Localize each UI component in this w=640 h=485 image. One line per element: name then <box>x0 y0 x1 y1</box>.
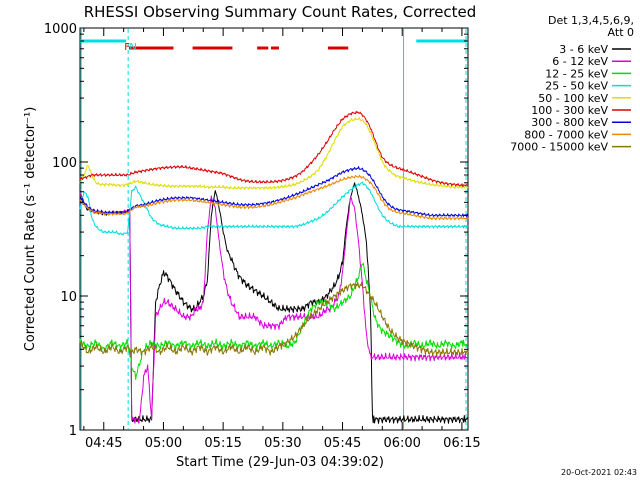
series-line-12-25-kev <box>79 262 469 380</box>
y-axis-label: Corrected Count Rate (s⁻¹ detector⁻¹) <box>23 107 38 352</box>
x-axis-ticks: 04:45 05:00 05:15 05:30 05:45 06:00 06:15 <box>83 28 481 451</box>
legend-header-detectors: Det 1,3,4,5,6,9, <box>548 14 634 27</box>
x-tick-label: 05:30 <box>264 436 301 451</box>
x-tick-label: 05:45 <box>324 436 361 451</box>
y-tick-label: 1000 <box>44 22 77 37</box>
flag-label-n: N <box>129 42 136 53</box>
x-tick-label: 06:15 <box>443 436 480 451</box>
vertical-marker-lines <box>80 29 467 429</box>
plot-area-frame <box>79 27 469 431</box>
legend-label-25-50-kev: 25 - 50 keV <box>545 80 608 93</box>
series-line-50-100-kev <box>79 117 469 190</box>
flag-label-f: F <box>124 42 130 53</box>
y-tick-label: 10 <box>60 290 77 305</box>
x-tick-label: 05:15 <box>204 436 241 451</box>
x-tick-label: 04:45 <box>85 436 122 451</box>
legend-label-6-12-kev: 6 - 12 keV <box>552 55 608 68</box>
legend-label-50-100-kev: 50 - 100 keV <box>538 92 608 105</box>
series-lines <box>79 110 469 424</box>
chart-title: RHESSI Observing Summary Count Rates, Co… <box>84 3 477 21</box>
series-line-6-12-kev <box>79 192 469 424</box>
x-axis-label: Start Time (29-Jun-03 04:39:02) <box>176 455 384 470</box>
legend-label-300-800-kev: 300 - 800 keV <box>531 116 608 129</box>
series-line-3-6-kev <box>79 182 469 424</box>
x-tick-label: 05:00 <box>145 436 182 451</box>
legend-label-7000-15000-kev: 7000 - 15000 keV <box>510 141 608 154</box>
series-line-25-50-kev <box>79 181 469 236</box>
legend-label-3-6-kev: 3 - 6 keV <box>559 43 608 56</box>
generation-timestamp: 20-Oct-2021 02:43 <box>561 468 637 477</box>
legend-label-12-25-kev: 12 - 25 keV <box>545 67 608 80</box>
y-tick-label: 1 <box>69 424 77 439</box>
legend-header-attenuator: Att 0 <box>608 26 634 39</box>
y-axis-ticks: 1 10 100 1000 <box>44 22 468 439</box>
legend-label-800-7000-kev: 800 - 7000 keV <box>524 128 608 141</box>
x-tick-label: 06:00 <box>383 436 420 451</box>
series-line-800-7000-kev <box>79 174 469 221</box>
legend-label-100-300-kev: 100 - 300 keV <box>531 104 608 117</box>
series-line-100-300-kev <box>79 110 468 188</box>
y-tick-label: 100 <box>52 156 77 171</box>
series-line-7000-15000-kev <box>79 281 469 357</box>
